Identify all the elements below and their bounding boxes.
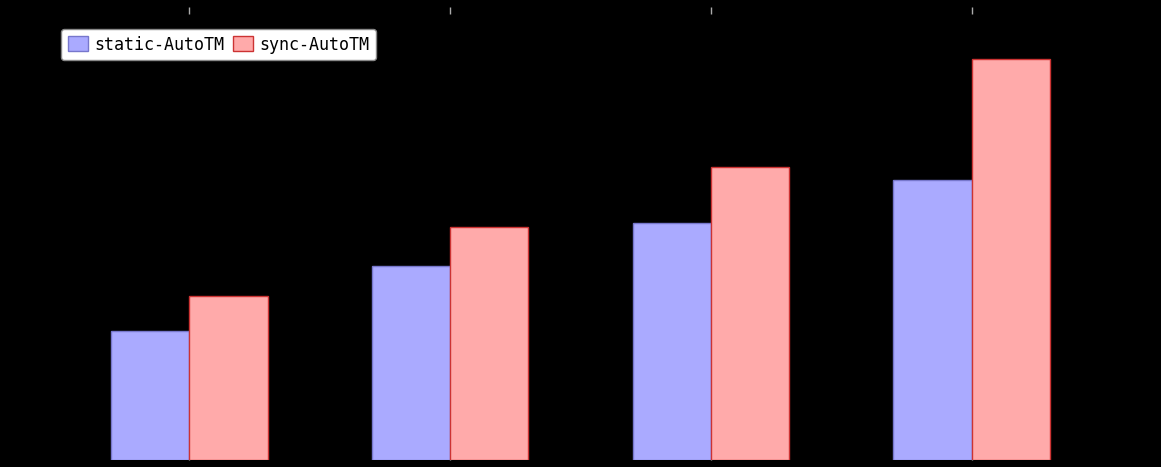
Bar <box>189 296 268 460</box>
Bar <box>372 266 450 460</box>
Bar <box>972 59 1050 460</box>
Legend: static-AutoTM, sync-AutoTM: static-AutoTM, sync-AutoTM <box>62 29 376 60</box>
Bar <box>633 223 711 460</box>
Bar <box>893 179 972 460</box>
Bar <box>450 227 528 460</box>
Bar <box>711 167 789 460</box>
Bar <box>111 331 189 460</box>
